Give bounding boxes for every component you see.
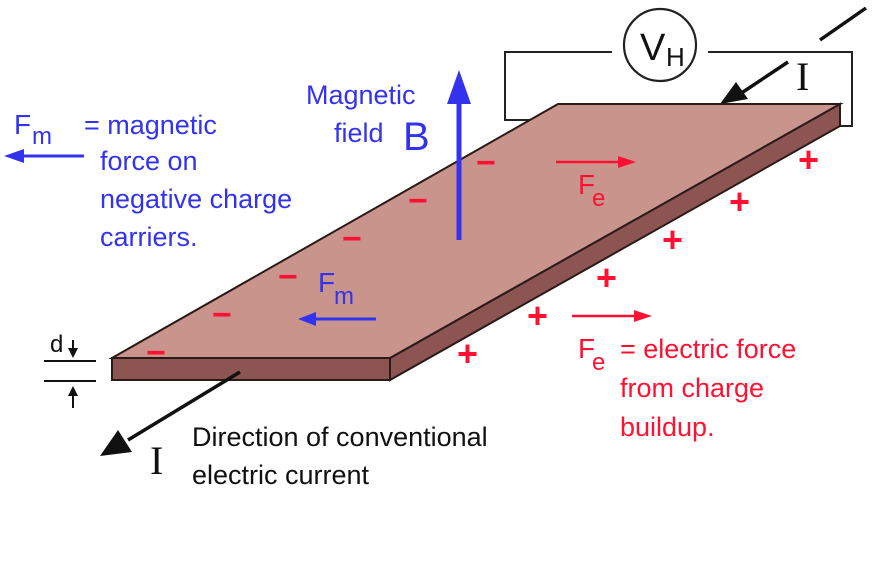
fe-legend-line3: buildup. [620,412,715,442]
positive-charge: + [729,181,750,222]
plate-top-face [108,103,844,359]
current-out-symbol: I [150,438,163,483]
current-out-arrow-icon [100,370,241,456]
negative-charge: − [476,144,496,182]
positive-charge: + [457,333,478,374]
thickness-indicator: d [44,331,96,408]
current-in-symbol: I [796,54,809,99]
circuit-wire-right [708,51,853,127]
conductor-plate [108,102,844,382]
fe-arrow-icon [556,156,636,168]
fm-legend-arrow-icon [4,149,84,163]
positive-charge: + [527,295,548,336]
negative-charge: − [278,258,298,296]
positive-charge: + [596,257,617,298]
voltmeter-circuit: V H [504,7,853,127]
fe-legend-arrow-icon [572,310,652,322]
negative-charge: − [212,296,232,334]
positive-charges: + + + + + + [457,139,819,374]
magnetic-field-symbol: B [403,115,430,159]
voltmeter-symbol: V [640,27,666,69]
negative-charge: − [342,220,362,258]
fm-label-symbol: F [318,267,335,298]
fm-label-subscript: m [334,283,354,310]
fe-label-symbol: F [578,169,595,200]
negative-charge: − [146,334,166,372]
magnetic-field-label-line2: field [334,118,384,148]
current-in-arrow-icon [720,6,867,104]
positive-charge: + [798,139,819,180]
fe-legend-line2: from charge [620,373,764,403]
negative-charge: − [408,182,428,220]
current-caption-line2: electric current [192,460,370,490]
fm-legend-subscript: m [32,123,52,150]
fm-legend-line4: carriers. [100,222,198,252]
fe-label-subscript: e [592,185,605,212]
fm-legend-symbol: F [14,109,31,140]
voltmeter-icon [622,7,698,83]
fe-legend-subscript: e [592,349,605,376]
fm-arrow-icon [298,312,376,326]
fm-legend-line2: force on [100,146,198,176]
fm-legend-line1: = magnetic [84,110,217,140]
positive-charge: + [662,219,683,260]
voltmeter-subscript: H [666,42,685,72]
fm-legend-line3: negative charge [100,184,292,214]
magnetic-field-arrow-icon [447,70,471,240]
magnetic-field-label-line1: Magnetic [306,80,416,110]
thickness-label: d [50,331,63,358]
fe-legend-line1: = electric force [620,334,796,364]
fe-legend-symbol: F [578,333,595,364]
negative-charges: − − − − − − [146,144,496,372]
current-caption-line1: Direction of conventional [192,422,488,452]
